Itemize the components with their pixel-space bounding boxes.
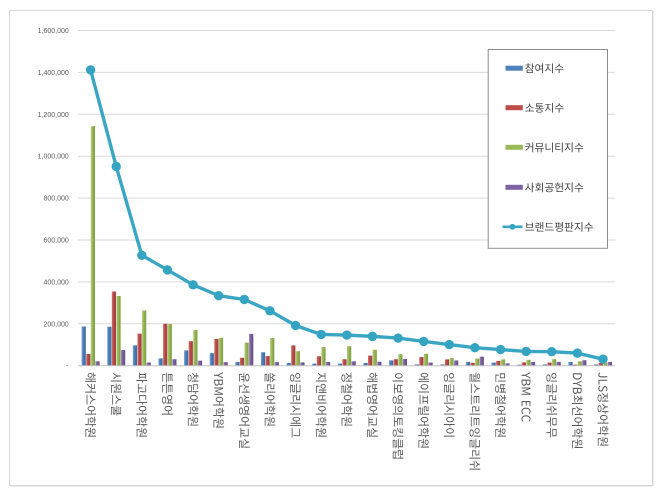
svg-text:200,000: 200,000 [43, 321, 68, 328]
svg-text:600,000: 600,000 [43, 238, 68, 245]
svg-text:1,000,000: 1,000,000 [38, 154, 69, 161]
svg-text:1,400,000: 1,400,000 [38, 70, 69, 77]
svg-text:800,000: 800,000 [43, 196, 68, 203]
svg-text:1,600,000: 1,600,000 [38, 28, 69, 35]
svg-text:-: - [66, 363, 69, 370]
svg-text:1,200,000: 1,200,000 [38, 112, 69, 119]
svg-text:400,000: 400,000 [43, 279, 68, 286]
